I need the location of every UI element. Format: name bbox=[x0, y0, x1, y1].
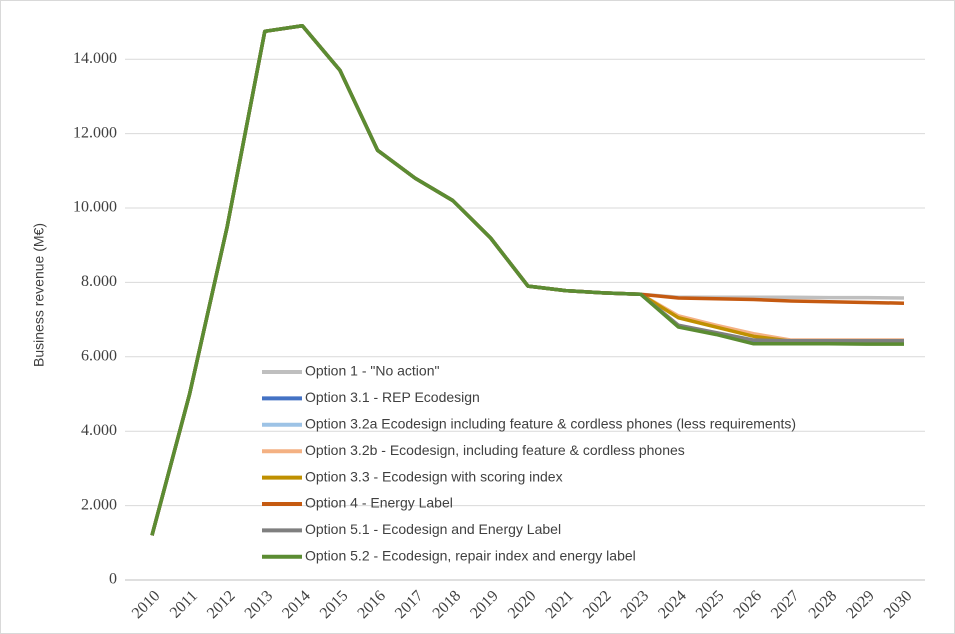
y-tick-label: 8.000 bbox=[81, 273, 117, 290]
y-tick-label: 4.000 bbox=[81, 422, 117, 439]
legend-label: Option 5.1 - Ecodesign and Energy Label bbox=[305, 521, 561, 537]
legend-label: Option 4 - Energy Label bbox=[305, 495, 453, 511]
y-tick-label: 12.000 bbox=[73, 124, 117, 141]
y-tick-label: 0 bbox=[109, 571, 117, 588]
legend-label: Option 5.2 - Ecodesign, repair index and… bbox=[305, 548, 636, 564]
y-tick-label: 2.000 bbox=[81, 496, 117, 513]
y-tick-label: 6.000 bbox=[81, 347, 117, 364]
y-axis-label: Business revenue (M€) bbox=[31, 223, 47, 367]
legend-label: Option 3.2a Ecodesign including feature … bbox=[305, 416, 796, 432]
legend-label: Option 3.3 - Ecodesign with scoring inde… bbox=[305, 468, 563, 484]
y-tick-label: 10.000 bbox=[73, 199, 117, 216]
legend-label: Option 3.1 - REP Ecodesign bbox=[305, 389, 480, 405]
y-tick-label: 14.000 bbox=[73, 50, 117, 67]
legend-label: Option 1 - "No action" bbox=[305, 363, 439, 379]
series-line bbox=[150, 23, 904, 536]
legend-label: Option 3.2b - Ecodesign, including featu… bbox=[305, 442, 685, 458]
